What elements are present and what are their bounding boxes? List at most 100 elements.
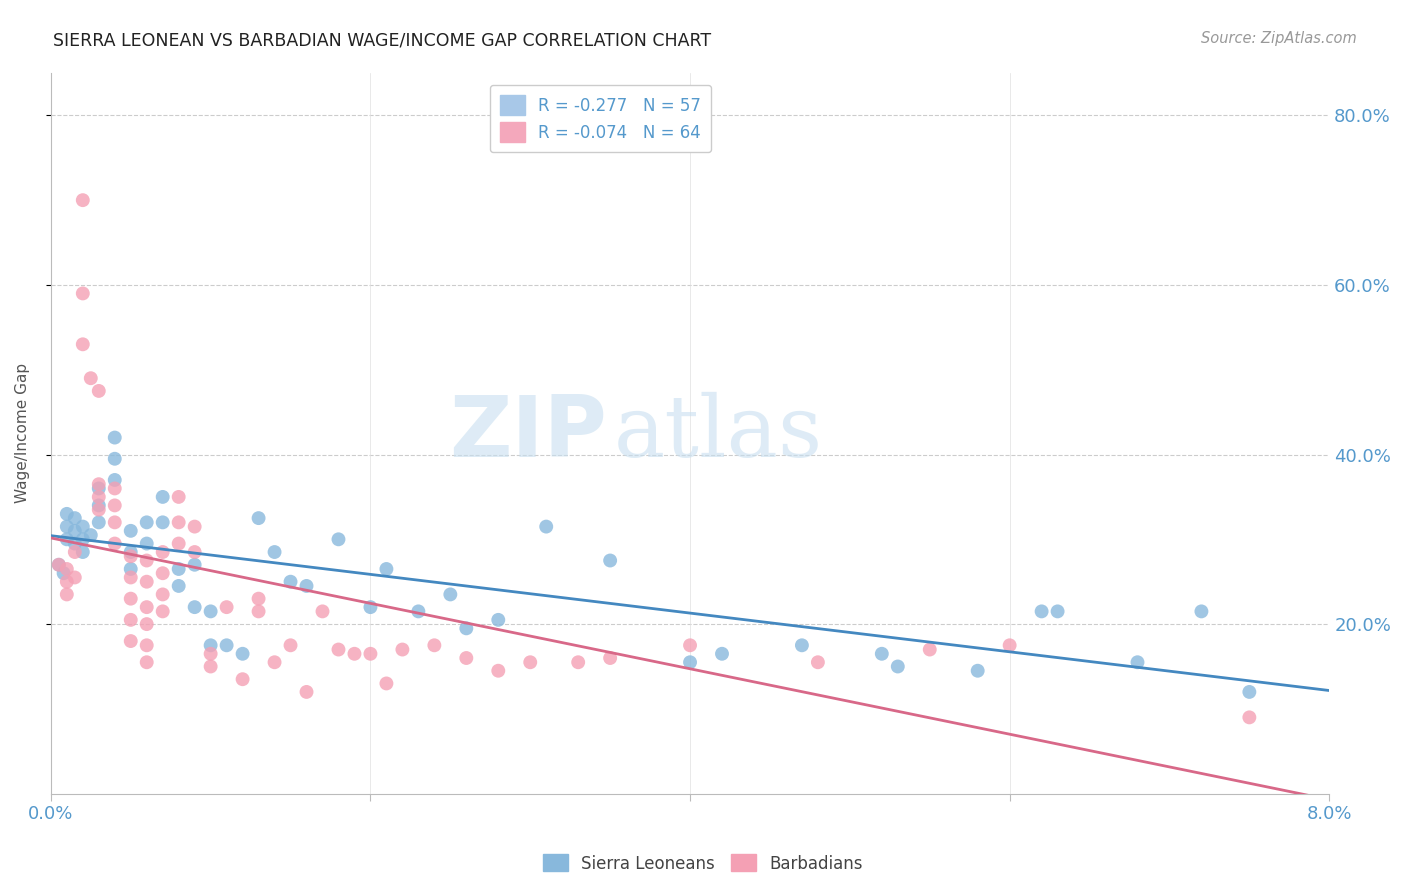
Point — [200, 604, 222, 618]
Point — [439, 587, 461, 601]
Point — [63, 536, 86, 550]
Point — [152, 516, 174, 530]
Text: ZIP: ZIP — [449, 392, 607, 475]
Point — [167, 579, 190, 593]
Point — [1126, 655, 1149, 669]
Point — [104, 431, 127, 445]
Point — [343, 647, 366, 661]
Point — [280, 638, 302, 652]
Point — [887, 659, 910, 673]
Point — [359, 647, 381, 661]
Point — [104, 536, 127, 550]
Point — [998, 638, 1021, 652]
Point — [152, 566, 174, 581]
Point — [870, 647, 893, 661]
Point — [56, 587, 79, 601]
Point — [328, 642, 350, 657]
Legend: Sierra Leoneans, Barbadians: Sierra Leoneans, Barbadians — [536, 847, 870, 880]
Point — [120, 613, 142, 627]
Point — [167, 536, 190, 550]
Point — [200, 659, 222, 673]
Point — [135, 516, 157, 530]
Point — [599, 553, 621, 567]
Point — [48, 558, 70, 572]
Point — [72, 337, 94, 351]
Point — [280, 574, 302, 589]
Point — [120, 524, 142, 538]
Point — [966, 664, 988, 678]
Point — [359, 600, 381, 615]
Point — [56, 574, 79, 589]
Point — [87, 499, 110, 513]
Point — [247, 511, 270, 525]
Point — [56, 562, 79, 576]
Point — [72, 519, 94, 533]
Point — [375, 676, 398, 690]
Point — [135, 600, 157, 615]
Point — [534, 519, 557, 533]
Point — [679, 655, 702, 669]
Point — [56, 519, 79, 533]
Point — [183, 519, 205, 533]
Point — [375, 562, 398, 576]
Point — [87, 384, 110, 398]
Point — [247, 591, 270, 606]
Point — [63, 545, 86, 559]
Point — [200, 638, 222, 652]
Point — [311, 604, 333, 618]
Point — [104, 451, 127, 466]
Point — [1189, 604, 1212, 618]
Point — [135, 638, 157, 652]
Point — [183, 600, 205, 615]
Point — [87, 477, 110, 491]
Point — [807, 655, 830, 669]
Point — [135, 574, 157, 589]
Point — [135, 617, 157, 632]
Point — [135, 553, 157, 567]
Point — [247, 604, 270, 618]
Point — [295, 685, 318, 699]
Point — [519, 655, 541, 669]
Point — [918, 642, 941, 657]
Point — [135, 655, 157, 669]
Point — [120, 591, 142, 606]
Point — [63, 524, 86, 538]
Point — [167, 490, 190, 504]
Point — [215, 638, 238, 652]
Point — [120, 549, 142, 564]
Point — [1046, 604, 1069, 618]
Point — [679, 638, 702, 652]
Point — [56, 533, 79, 547]
Point — [135, 536, 157, 550]
Point — [87, 502, 110, 516]
Point — [1239, 710, 1261, 724]
Point — [183, 558, 205, 572]
Point — [200, 647, 222, 661]
Point — [423, 638, 446, 652]
Point — [87, 490, 110, 504]
Point — [104, 516, 127, 530]
Point — [456, 651, 478, 665]
Point — [391, 642, 413, 657]
Point — [152, 587, 174, 601]
Point — [232, 647, 254, 661]
Point — [120, 634, 142, 648]
Point — [295, 579, 318, 593]
Point — [486, 613, 509, 627]
Point — [567, 655, 589, 669]
Y-axis label: Wage/Income Gap: Wage/Income Gap — [15, 363, 30, 503]
Point — [72, 286, 94, 301]
Point — [104, 473, 127, 487]
Point — [80, 371, 103, 385]
Point — [215, 600, 238, 615]
Point — [48, 558, 70, 572]
Point — [152, 490, 174, 504]
Point — [104, 482, 127, 496]
Point — [152, 604, 174, 618]
Point — [72, 545, 94, 559]
Point — [120, 562, 142, 576]
Point — [711, 647, 734, 661]
Point — [72, 533, 94, 547]
Point — [183, 545, 205, 559]
Text: Source: ZipAtlas.com: Source: ZipAtlas.com — [1201, 31, 1357, 46]
